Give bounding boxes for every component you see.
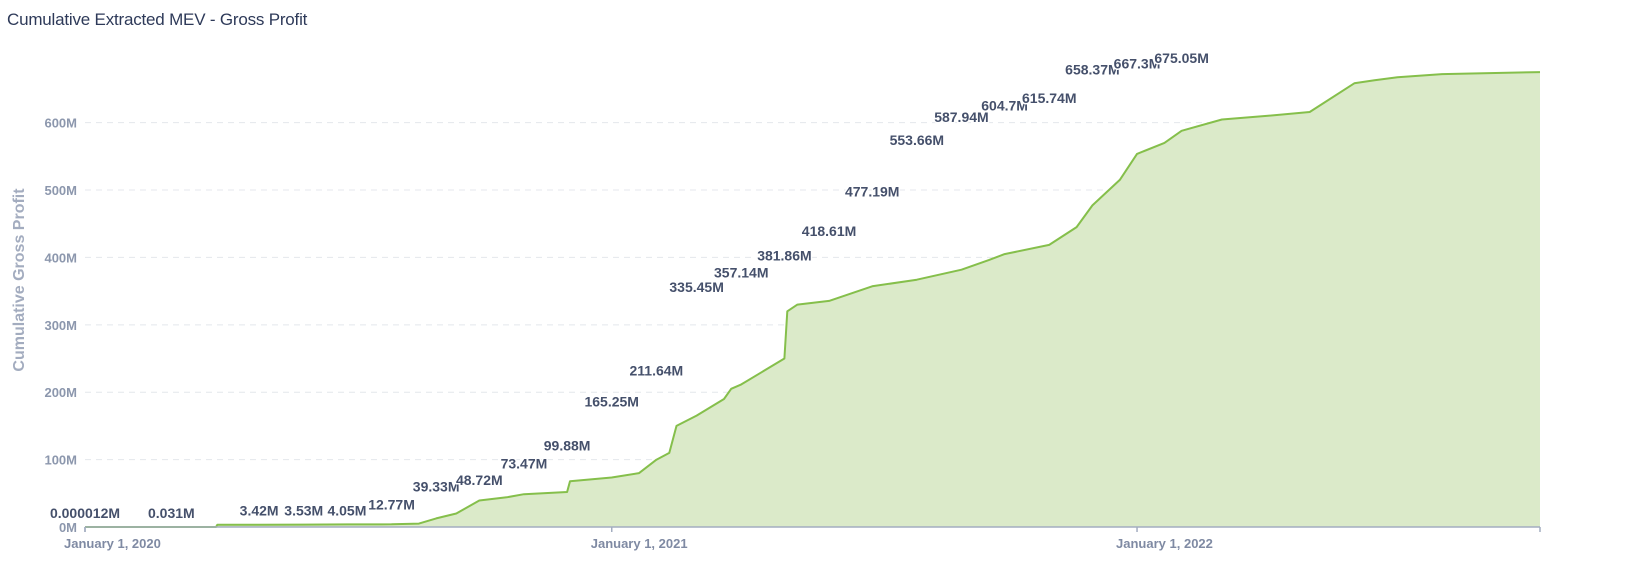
y-tick-label: 0M (59, 520, 77, 535)
y-axis-title: Cumulative Gross Profit (11, 188, 28, 372)
data-labels: 0.000012M 0.031M 3.42M 3.53M 4.05M 12.77M 39.3… (48, 49, 1210, 523)
data-label: 658.37M (1065, 61, 1119, 77)
data-label: 48.72M (456, 472, 503, 488)
x-tick-label: January 1, 2020 (64, 536, 161, 551)
y-tick-label: 300M (44, 318, 77, 333)
data-label: 4.05M (327, 502, 366, 518)
data-label: 381.86M (757, 248, 811, 264)
data-label: 335.45M (669, 279, 723, 295)
data-label: 418.61M (802, 223, 856, 239)
data-label: 667.3M (1114, 55, 1161, 71)
y-tick-label: 400M (44, 250, 77, 265)
data-label: 3.53M (284, 503, 323, 519)
data-label: 99.88M (544, 438, 591, 454)
data-label: 553.66M (890, 132, 944, 148)
y-tick-label: 600M (44, 116, 77, 131)
data-label: 615.74M (1022, 90, 1076, 106)
y-tick-label: 500M (44, 183, 77, 198)
data-label: 165.25M (584, 394, 638, 410)
data-label: 357.14M (714, 264, 768, 280)
x-axis-ticks: January 1, 2020 January 1, 2021 January 1,… (64, 527, 1541, 551)
data-label: 39.33M (413, 478, 460, 494)
data-label: 604.7M (981, 97, 1028, 113)
data-label: 3.42M (240, 503, 279, 519)
series-line[interactable] (85, 71, 1541, 528)
data-label: 675.05M (1154, 50, 1208, 66)
data-label: 12.77M (368, 496, 415, 512)
x-tick-label: January 1, 2022 (1116, 536, 1213, 551)
data-label: 587.94M (934, 109, 988, 125)
data-label: 477.19M (845, 183, 899, 199)
data-label: 211.64M (629, 362, 683, 378)
chart-title: Cumulative Extracted MEV - Gross Profit (7, 10, 308, 29)
data-label: 0.031M (148, 505, 195, 521)
y-tick-label: 100M (44, 453, 77, 468)
y-tick-label: 200M (44, 385, 77, 400)
y-axis-ticks: 0M 100M 200M 300M 400M 500M 600M (44, 116, 77, 535)
x-tick-label: January 1, 2021 (591, 536, 688, 551)
data-label: 0.000012M (50, 505, 120, 521)
data-label: 73.47M (501, 455, 548, 471)
area-fill (85, 72, 1540, 527)
